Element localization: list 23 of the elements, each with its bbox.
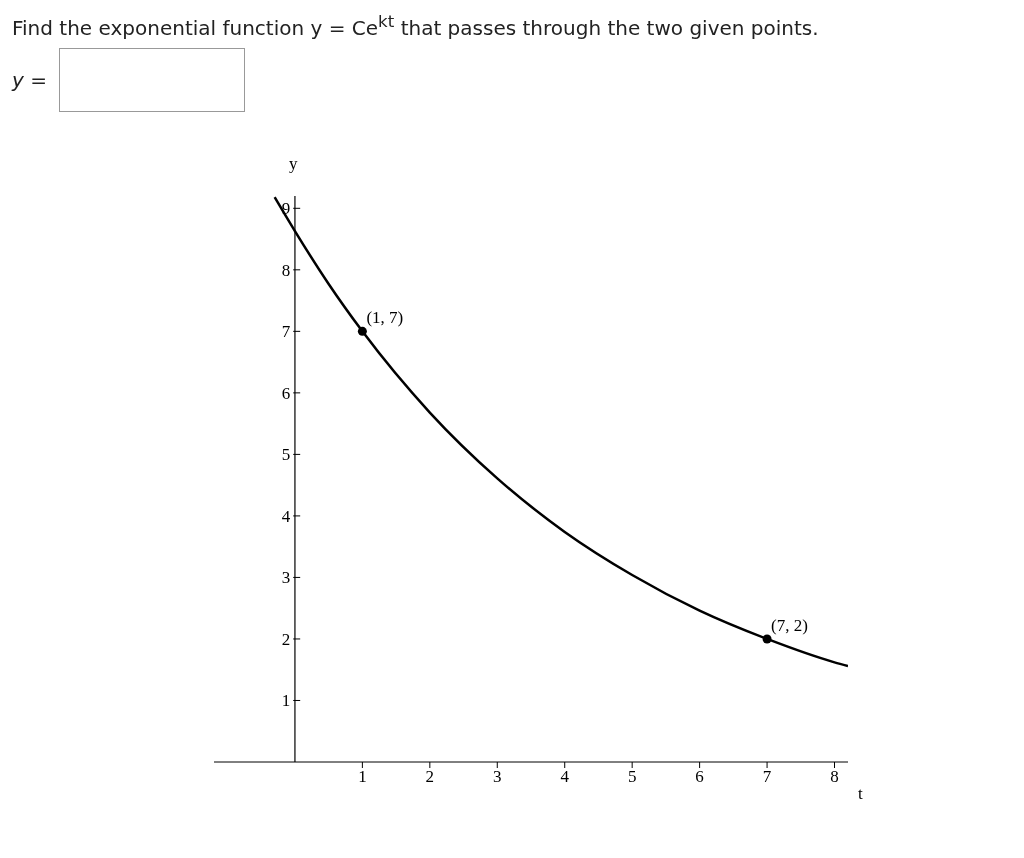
x-axis-title: t <box>858 784 863 803</box>
annotation: (1, 7) <box>366 308 404 328</box>
y-tick-label: 9 <box>281 199 291 219</box>
x-tick-label: 4 <box>560 767 570 787</box>
x-tick-label: 3 <box>493 767 502 787</box>
x-tick-label: 6 <box>695 767 704 787</box>
y-tick-label: 6 <box>281 383 291 403</box>
x-tick-label: 8 <box>830 767 839 787</box>
y-tick-label: 2 <box>281 629 291 649</box>
y-tick-label: 1 <box>281 691 291 711</box>
annotation: (7, 2) <box>771 615 808 635</box>
y-tick-label: 8 <box>281 260 291 280</box>
y-tick-label: 7 <box>281 322 291 342</box>
y-tick-label: 5 <box>281 445 291 465</box>
y-tick-label: 4 <box>281 506 291 526</box>
y-axis-title: y <box>287 154 299 174</box>
text: y = <box>12 68 47 92</box>
chart-title: Find the exponential function y = Ce$^{kt}$ that passes through the two given points. <box>12 12 819 40</box>
x-tick-label: 5 <box>627 767 637 787</box>
x-tick-label: 2 <box>425 767 435 787</box>
y-tick-label: 3 <box>281 568 291 588</box>
x-tick-label: 7 <box>762 767 772 787</box>
x-tick-label: 1 <box>358 767 367 787</box>
